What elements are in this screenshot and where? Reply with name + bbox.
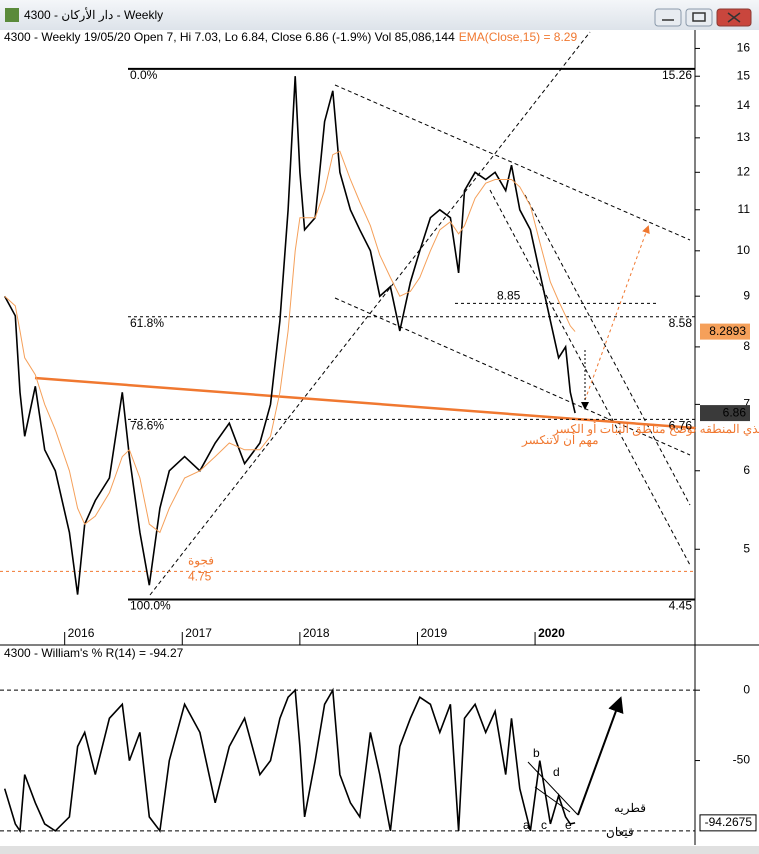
x-tick-label: 2020	[538, 626, 565, 640]
fib-label: 61.8%	[130, 316, 164, 330]
trendlines	[149, 31, 691, 596]
y-tick-label: 9	[743, 288, 750, 302]
wr-triangle	[527, 761, 579, 816]
y-tick-label: -50	[733, 753, 751, 767]
annotation: قيعان	[606, 825, 634, 839]
annotation: هذي المنطقه توضح مناطق الثبات أو الكسر	[552, 421, 759, 436]
y-tick-label: 6	[743, 463, 750, 477]
info-line: 4300 - Weekly 19/05/20 Open 7, Hi 7.03, …	[4, 30, 577, 44]
fib-label: 0.0%	[130, 68, 158, 82]
point-label: b	[533, 746, 540, 760]
price-label-box	[700, 323, 750, 340]
window-title: 4300 - دار الأركان - Weekly	[24, 7, 163, 22]
app-icon	[5, 8, 19, 22]
x-tick-label: 2019	[420, 626, 447, 640]
y-tick-label: 11	[738, 202, 751, 216]
x-tick-label: 2018	[303, 626, 330, 640]
x-tick-label: 2016	[68, 626, 95, 640]
y-tick-label: 10	[737, 243, 751, 257]
price-label: 6.86	[723, 405, 747, 419]
series-line	[3, 76, 576, 595]
y-tick-label: 8	[743, 339, 750, 353]
fib-value: 4.45	[669, 599, 693, 613]
point-label: e	[565, 818, 572, 832]
gap-value: 4.75	[188, 570, 212, 584]
ema-label: EMA(Close,15) = 8.29	[459, 30, 578, 44]
x-tick-label: 2017	[185, 626, 212, 640]
y-tick-label: 15	[737, 68, 751, 82]
level-label: 8.85	[497, 289, 521, 303]
fib-value: 15.26	[662, 68, 692, 82]
maximize-button[interactable]	[685, 8, 713, 27]
wr-arrow	[577, 696, 624, 816]
annotation: قطريه	[614, 801, 646, 815]
fib-value: 6.76	[669, 419, 693, 433]
point-label: a	[523, 818, 530, 832]
y-tick-label: 13	[737, 130, 751, 144]
sheet-tabs[interactable]	[0, 846, 759, 854]
y-tick-label: 16	[737, 41, 751, 55]
last-value-box	[699, 814, 757, 832]
price-label-box	[700, 405, 750, 422]
title-bar	[0, 0, 759, 30]
point-label: c	[541, 818, 547, 832]
gap-label: فجوة	[188, 554, 214, 568]
last-value: -94.2675	[705, 815, 753, 829]
y-tick-label: 0	[743, 682, 750, 696]
minimize-button[interactable]	[654, 8, 682, 27]
fib-value: 8.58	[669, 316, 693, 330]
series-line	[4, 150, 576, 534]
annotation: مهم أن لاتنكسر	[521, 432, 599, 447]
y-tick-label: 7	[743, 397, 750, 411]
y-tick-label: 14	[737, 98, 751, 112]
fib-label: 100.0%	[130, 599, 171, 613]
price-label: 8.2893	[709, 324, 746, 338]
point-label: d	[553, 765, 560, 779]
y-tick-label: 12	[737, 164, 751, 178]
window-icons	[662, 12, 741, 23]
indicator-title: 4300 - William's % R(14) = -94.27	[4, 646, 184, 660]
y-tick-label: 5	[743, 541, 750, 555]
header: 4300 - Weekly 19/05/20 Open 7, Hi 7.03, …	[4, 30, 455, 44]
fib-label: 78.6%	[130, 419, 164, 433]
series-line	[3, 687, 576, 834]
target-arrow	[584, 225, 650, 401]
